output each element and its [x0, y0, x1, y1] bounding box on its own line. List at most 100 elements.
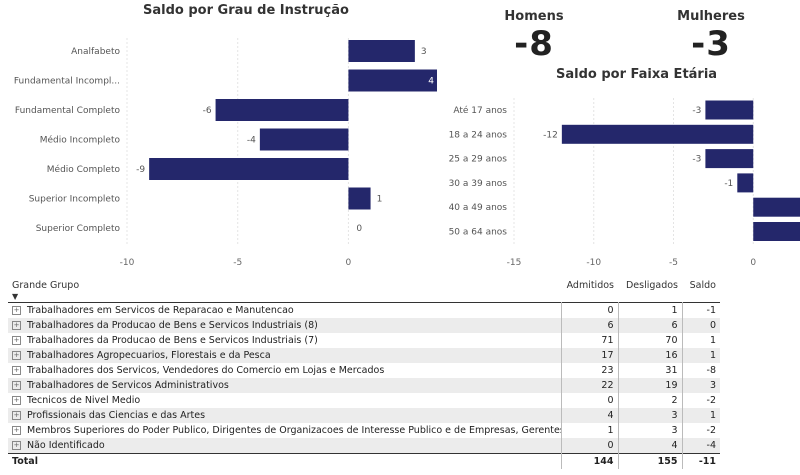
data-label: -9: [136, 165, 145, 175]
grupo-label: Trabalhadores Agropecuarios, Florestais …: [27, 350, 271, 361]
desligados-cell: 70: [617, 333, 682, 348]
grupo-cell: + Trabalhadores de Servicos Administrativ…: [8, 378, 561, 393]
category-label: Superior Incompleto: [29, 195, 121, 205]
category-label: Fundamental Completo: [15, 106, 121, 116]
x-tick-label: -10: [120, 258, 135, 268]
category-label: 18 a 24 anos: [449, 130, 508, 140]
expand-row-icon[interactable]: +: [12, 396, 21, 405]
x-tick-label: -5: [669, 258, 678, 268]
homens-value: -8: [514, 24, 554, 64]
column-header-saldo[interactable]: Saldo: [689, 280, 716, 291]
column-header-admitidos[interactable]: Admitidos: [566, 280, 614, 291]
data-label: 1: [377, 195, 383, 205]
data-label: 0: [356, 224, 362, 234]
total-saldo: -11: [681, 453, 720, 469]
admitidos-cell: 71: [560, 333, 618, 348]
admitidos-cell: 0: [560, 438, 618, 454]
saldo-cell: 1: [681, 348, 720, 363]
instrucao-bar-chart: -10 -5 0 Analfabeto 3 Fundamental Incompl... 4…: [14, 38, 437, 268]
desligados-cell: 3: [617, 408, 682, 423]
desligados-cell: 31: [617, 363, 682, 378]
admitidos-cell: 0: [560, 393, 618, 408]
faixa-etaria-chart-title: Saldo por Faixa Etária: [556, 67, 718, 82]
admitidos-cell: 23: [560, 363, 618, 378]
data-label: -12: [543, 130, 558, 140]
bar: [348, 187, 371, 210]
category-label: Superior Completo: [36, 224, 121, 234]
grupo-cell: + Membros Superiores do Poder Publico, Di…: [8, 423, 561, 438]
expand-row-icon[interactable]: +: [12, 441, 21, 450]
data-label: 3: [421, 47, 427, 57]
table-row[interactable]: + Tecnicos de Nivel Medio 0 2 -2: [8, 393, 720, 408]
mulheres-label: Mulheres: [677, 9, 745, 24]
admitidos-cell: 22: [560, 378, 618, 393]
data-label: -3: [692, 155, 701, 165]
grupo-label: Membros Superiores do Poder Publico, Dir…: [27, 425, 561, 436]
grupo-cell: + Trabalhadores dos Servicos, Vendedores …: [8, 363, 561, 378]
data-label: -4: [247, 136, 256, 146]
grupo-cell: + Trabalhadores em Servicos de Reparacao …: [8, 303, 561, 319]
bar: [561, 124, 754, 144]
table-row[interactable]: + Trabalhadores Agropecuarios, Florestais…: [8, 348, 720, 363]
expand-row-icon[interactable]: +: [12, 351, 21, 360]
x-tick-label: -10: [586, 258, 601, 268]
saldo-cell: 1: [681, 408, 720, 423]
data-label: 4: [428, 77, 434, 87]
category-label: Médio Completo: [47, 164, 121, 175]
desligados-cell: 2: [617, 393, 682, 408]
grupo-label: Tecnicos de Nivel Medio: [27, 395, 141, 406]
saldo-cell: 3: [681, 378, 720, 393]
expand-row-icon[interactable]: +: [12, 321, 21, 330]
grupo-label: Trabalhadores dos Servicos, Vendedores d…: [27, 365, 385, 376]
x-tick-label: -15: [507, 258, 522, 268]
saldo-cell: -2: [681, 393, 720, 408]
admitidos-cell: 4: [560, 408, 618, 423]
expand-row-icon[interactable]: +: [12, 411, 21, 420]
bar: [753, 197, 800, 217]
total-row: Total 144 155 -11: [8, 453, 720, 469]
table-row[interactable]: + Trabalhadores de Servicos Administrativ…: [8, 378, 720, 393]
faixa-etaria-bar-chart: -15-10-505Até 17 anos-318 a 24 anos-1225…: [449, 98, 800, 268]
homens-label: Homens: [504, 9, 564, 24]
table-row[interactable]: + Trabalhadores da Producao de Bens e Ser…: [8, 318, 720, 333]
table-row[interactable]: + Profissionais das Ciencias e das Artes 4…: [8, 408, 720, 423]
data-label: -6: [203, 106, 212, 116]
desligados-cell: 4: [617, 438, 682, 454]
bar: [149, 158, 349, 180]
column-header-desligados[interactable]: Desligados: [625, 280, 678, 291]
saldo-cell: 0: [681, 318, 720, 333]
expand-row-icon[interactable]: +: [12, 306, 21, 315]
bar: [753, 222, 800, 241]
table-row[interactable]: + Não Identificado 0 4 -4: [8, 438, 720, 454]
category-label: Até 17 anos: [453, 105, 507, 116]
table-row[interactable]: + Trabalhadores em Servicos de Reparacao …: [8, 302, 720, 319]
table-row[interactable]: + Trabalhadores da Producao de Bens e Ser…: [8, 333, 720, 348]
category-label: Analfabeto: [71, 47, 120, 57]
grupo-cell: + Profissionais das Ciencias e das Artes: [8, 408, 561, 423]
expand-row-icon[interactable]: +: [12, 426, 21, 435]
instrucao-chart-title: Saldo por Grau de Instrução: [143, 3, 349, 18]
admitidos-cell: 1: [560, 423, 618, 438]
bar: [737, 173, 754, 193]
expand-row-icon[interactable]: +: [12, 381, 21, 390]
x-tick-label: -5: [233, 258, 242, 268]
grupo-cell: + Tecnicos de Nivel Medio: [8, 393, 561, 408]
table-row[interactable]: + Membros Superiores do Poder Publico, Di…: [8, 423, 720, 438]
column-header-label: Grande Grupo: [12, 280, 80, 291]
bar: [705, 149, 754, 169]
grupo-cell: + Trabalhadores da Producao de Bens e Ser…: [8, 318, 561, 333]
desligados-cell: 6: [617, 318, 682, 333]
bar: [348, 40, 415, 62]
table-row[interactable]: + Trabalhadores dos Servicos, Vendedores …: [8, 363, 720, 378]
category-label: Médio Incompleto: [40, 135, 121, 146]
sort-descending-icon[interactable]: ▼: [12, 292, 19, 301]
bar: [705, 100, 754, 120]
category-label: 50 a 64 anos: [449, 228, 508, 238]
desligados-cell: 1: [617, 302, 682, 318]
desligados-cell: 19: [617, 378, 682, 393]
grupo-label: Não Identificado: [27, 440, 105, 451]
saldo-cell: 1: [681, 333, 720, 348]
expand-row-icon[interactable]: +: [12, 366, 21, 375]
column-header-grande-grupo[interactable]: Grande Grupo ▼: [8, 280, 561, 303]
expand-row-icon[interactable]: +: [12, 336, 21, 345]
